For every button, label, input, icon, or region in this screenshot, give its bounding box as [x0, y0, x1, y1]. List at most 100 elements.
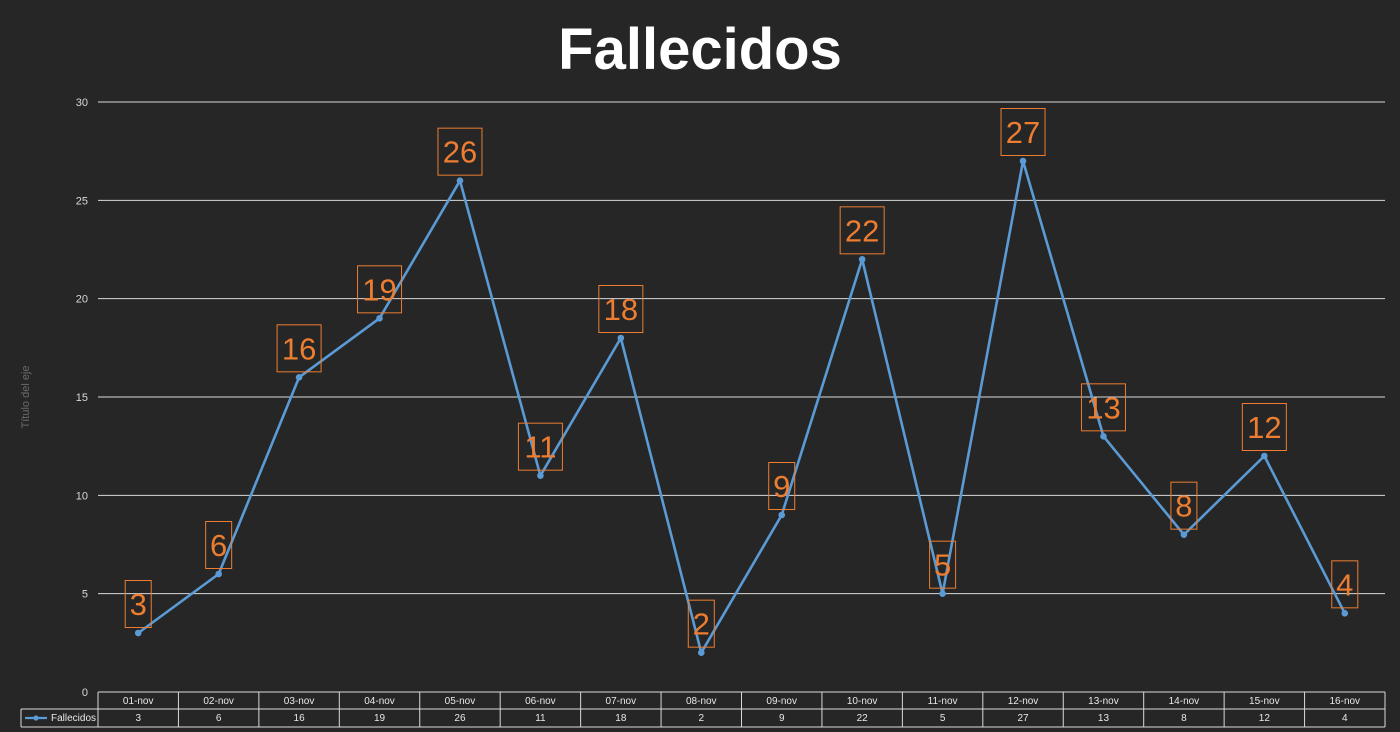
table-value-cell: 12	[1259, 713, 1271, 724]
table-value-cell: 11	[535, 713, 546, 724]
y-tick-label: 20	[76, 294, 88, 306]
data-label-box	[1080, 383, 1126, 432]
data-label: 27	[1000, 108, 1046, 156]
table-value-cell: 18	[615, 713, 627, 724]
data-label-text: 12	[1247, 410, 1281, 445]
data-label-box	[517, 422, 563, 471]
x-category-label: 10-nov	[847, 696, 878, 707]
x-category-label: 12-nov	[1008, 696, 1039, 707]
y-tick-label: 15	[76, 392, 88, 404]
data-point	[697, 649, 705, 656]
y-axis-title: Título del eje	[20, 366, 32, 429]
data-point	[858, 256, 866, 263]
data-label-box	[839, 206, 885, 255]
data-label-box	[687, 599, 715, 648]
table-value-cell: 8	[1181, 713, 1187, 724]
data-label-box	[205, 521, 233, 569]
data-label: 2	[687, 599, 715, 648]
data-label-text: 4	[1336, 567, 1353, 602]
table-value-cell: 19	[374, 713, 386, 724]
data-label: 5	[929, 540, 957, 589]
data-label-box	[276, 324, 322, 373]
table-value-cell: 26	[454, 713, 466, 724]
data-point	[134, 629, 142, 637]
table-value-cell: 2	[699, 713, 705, 724]
data-point	[456, 177, 464, 184]
table-value-cell: 22	[857, 713, 869, 724]
data-label-text: 18	[604, 292, 638, 327]
data-table: 01-nov 02-nov 03-nov 04-nov 05-nov 06-nov 07-n…	[20, 691, 1386, 728]
table-value-cell: 13	[1098, 713, 1110, 724]
data-label-text: 8	[1175, 489, 1192, 524]
x-category-label: 06-nov	[525, 696, 556, 707]
data-label-box	[1241, 403, 1287, 451]
data-label: 3	[124, 580, 152, 628]
data-label-box	[437, 127, 483, 176]
x-category-label: 01-nov	[123, 696, 154, 707]
data-label: 13	[1080, 383, 1126, 432]
series-line	[137, 159, 1346, 654]
data-label: 8	[1170, 481, 1198, 530]
data-label-text: 22	[845, 213, 879, 248]
y-tick-label: 25	[76, 195, 88, 207]
data-label-box	[929, 540, 957, 589]
table-value-cell: 4	[1342, 713, 1348, 724]
data-label-box	[598, 285, 644, 333]
data-label: 26	[437, 127, 483, 176]
series-fallecidos	[134, 157, 1349, 656]
table-value-cell: 6	[216, 713, 222, 724]
x-category-label: 07-nov	[606, 696, 637, 707]
data-label: 22	[839, 206, 885, 255]
table-value-cell: 16	[294, 713, 306, 724]
data-label-box	[357, 265, 403, 314]
data-point	[537, 472, 544, 479]
table-value-cell: 5	[940, 713, 946, 724]
data-label-text: 2	[693, 607, 710, 642]
data-label-box	[1331, 560, 1359, 609]
x-category-label: 09-nov	[766, 696, 797, 707]
data-point	[617, 334, 625, 342]
data-label-text: 26	[443, 135, 477, 170]
data-point	[376, 315, 383, 322]
data-label: 6	[205, 521, 233, 569]
data-point	[295, 374, 303, 381]
data-label-text: 5	[934, 548, 951, 583]
x-category-label: 08-nov	[686, 696, 717, 707]
x-category-label: 03-nov	[284, 696, 315, 707]
data-label: 11	[517, 422, 563, 471]
data-label-box	[1000, 108, 1046, 156]
data-point	[939, 590, 946, 597]
data-label-text: 13	[1086, 390, 1120, 425]
data-label-box	[1170, 481, 1198, 530]
x-category-label: 13-nov	[1088, 696, 1119, 707]
legend-key: Fallecidos	[25, 713, 96, 724]
x-category-label: 04-nov	[364, 696, 395, 707]
data-labels: 3 6 16 19 26 11 18 2 9 22 5 27 13 8 12 4	[124, 108, 1359, 648]
chart-title: Fallecidos	[558, 17, 842, 82]
data-label: 18	[598, 285, 644, 333]
data-label: 19	[357, 265, 403, 314]
data-label-text: 19	[362, 272, 396, 307]
data-label: 4	[1331, 560, 1359, 609]
table-value-cell: 27	[1017, 713, 1029, 724]
table-value-cell: 9	[779, 713, 785, 724]
data-point	[1019, 157, 1027, 165]
data-label: 16	[276, 324, 322, 373]
data-label-text: 11	[524, 430, 556, 465]
y-axis-ticks: 0 5 10 15 20 25 30	[76, 97, 88, 699]
x-category-label: 02-nov	[203, 696, 234, 707]
y-tick-label: 5	[82, 589, 88, 601]
x-category-label: 15-nov	[1249, 696, 1280, 707]
y-tick-label: 0	[82, 687, 88, 699]
data-point	[1180, 531, 1188, 538]
data-point	[215, 570, 222, 578]
table-value-cell: 3	[135, 713, 141, 724]
data-point	[778, 511, 786, 519]
y-tick-label: 10	[76, 490, 88, 502]
legend-series-name: Fallecidos	[51, 713, 96, 724]
data-label-text: 9	[773, 469, 790, 504]
x-category-label: 16-nov	[1329, 696, 1360, 707]
x-category-label: 14-nov	[1169, 696, 1200, 707]
